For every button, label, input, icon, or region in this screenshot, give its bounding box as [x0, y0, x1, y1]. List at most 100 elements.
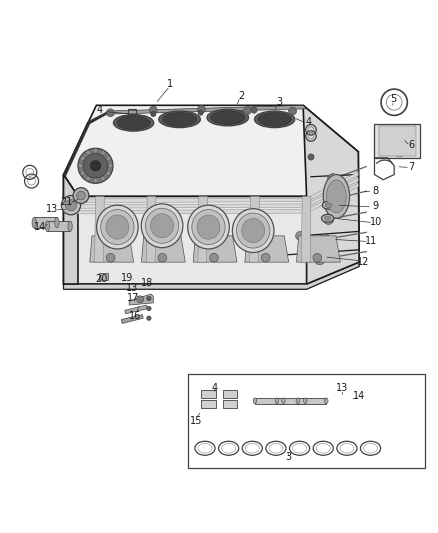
Ellipse shape [325, 398, 328, 403]
Ellipse shape [117, 116, 150, 130]
Circle shape [65, 199, 77, 211]
Circle shape [93, 179, 98, 183]
Circle shape [320, 234, 330, 245]
Ellipse shape [211, 111, 245, 124]
Ellipse shape [187, 205, 230, 249]
Circle shape [244, 107, 251, 115]
Circle shape [308, 154, 314, 160]
Circle shape [73, 188, 89, 204]
Circle shape [326, 195, 336, 205]
Polygon shape [250, 197, 259, 262]
Polygon shape [90, 236, 134, 262]
Ellipse shape [275, 398, 279, 403]
Bar [223, 400, 237, 408]
Text: 13: 13 [126, 282, 138, 293]
Circle shape [272, 251, 280, 260]
Ellipse shape [254, 111, 295, 128]
Text: 5: 5 [390, 94, 396, 104]
Polygon shape [121, 314, 143, 324]
Text: 19: 19 [121, 273, 133, 283]
Circle shape [106, 156, 110, 160]
Circle shape [83, 154, 108, 178]
Ellipse shape [253, 398, 257, 403]
Polygon shape [68, 177, 358, 208]
Polygon shape [277, 398, 305, 403]
Circle shape [395, 148, 404, 157]
Bar [99, 273, 108, 280]
Text: 3: 3 [285, 452, 291, 462]
Polygon shape [64, 111, 109, 176]
Ellipse shape [324, 216, 331, 221]
Polygon shape [47, 221, 70, 231]
Ellipse shape [304, 398, 307, 403]
Text: 11: 11 [365, 236, 378, 246]
Ellipse shape [141, 204, 183, 248]
Ellipse shape [101, 209, 134, 245]
Ellipse shape [322, 201, 335, 209]
Ellipse shape [106, 215, 129, 239]
Text: 14: 14 [353, 391, 365, 401]
Text: 2: 2 [239, 91, 245, 101]
Circle shape [78, 148, 113, 183]
Circle shape [106, 109, 114, 117]
Circle shape [106, 253, 115, 262]
Circle shape [147, 306, 151, 311]
Circle shape [90, 160, 101, 171]
Polygon shape [146, 197, 156, 262]
Circle shape [61, 196, 81, 215]
Text: 4: 4 [306, 117, 312, 127]
Ellipse shape [151, 214, 173, 238]
Bar [128, 109, 136, 115]
Polygon shape [245, 236, 289, 262]
Text: 10: 10 [370, 217, 382, 227]
Circle shape [108, 164, 113, 168]
Circle shape [406, 131, 414, 140]
Circle shape [106, 171, 110, 175]
Ellipse shape [323, 174, 350, 219]
Polygon shape [64, 262, 359, 289]
Circle shape [158, 253, 166, 262]
Text: 15: 15 [190, 416, 202, 426]
Polygon shape [298, 398, 326, 403]
Text: 9: 9 [373, 201, 379, 212]
Text: 17: 17 [127, 293, 140, 303]
Bar [201, 390, 216, 398]
Ellipse shape [159, 111, 200, 128]
Polygon shape [68, 172, 358, 203]
Circle shape [313, 253, 321, 262]
Circle shape [289, 107, 297, 115]
Polygon shape [374, 124, 420, 158]
Circle shape [323, 214, 334, 224]
Text: 7: 7 [409, 161, 415, 172]
Circle shape [314, 254, 325, 265]
Ellipse shape [68, 221, 72, 231]
Ellipse shape [145, 208, 179, 243]
Circle shape [198, 106, 205, 113]
Circle shape [137, 296, 144, 303]
Text: 21: 21 [60, 197, 73, 207]
Ellipse shape [325, 203, 332, 207]
Ellipse shape [55, 217, 59, 228]
Ellipse shape [113, 115, 154, 131]
Circle shape [151, 111, 156, 117]
Ellipse shape [237, 213, 270, 248]
Polygon shape [109, 106, 307, 114]
Text: 3: 3 [276, 97, 283, 107]
Circle shape [147, 296, 151, 301]
Text: 1: 1 [167, 79, 173, 90]
Polygon shape [95, 197, 104, 262]
Text: 4: 4 [212, 383, 218, 393]
Polygon shape [129, 294, 153, 305]
Circle shape [101, 151, 105, 155]
Ellipse shape [232, 209, 274, 253]
Polygon shape [379, 126, 416, 156]
Ellipse shape [32, 217, 36, 228]
Circle shape [379, 128, 388, 138]
Polygon shape [198, 197, 208, 262]
Circle shape [147, 316, 151, 320]
Polygon shape [68, 183, 358, 214]
Polygon shape [141, 236, 185, 262]
Text: 20: 20 [95, 274, 108, 284]
Ellipse shape [321, 214, 334, 222]
Circle shape [251, 107, 257, 113]
